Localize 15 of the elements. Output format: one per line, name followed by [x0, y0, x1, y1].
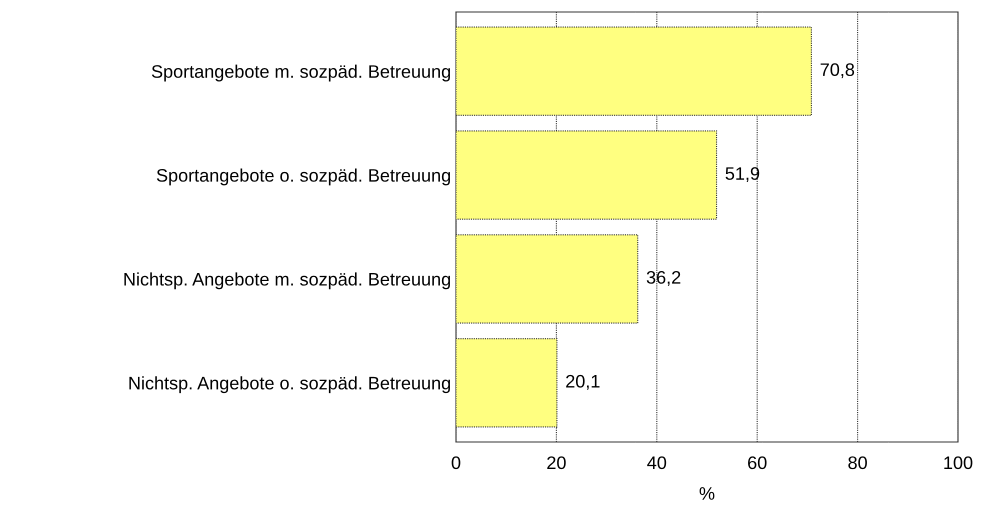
data-label: 70,8: [820, 63, 854, 78]
x-tick-label: 40: [647, 456, 666, 470]
data-label: 36,2: [646, 270, 680, 286]
x-axis-title: %: [700, 487, 714, 500]
y-tick-label: Nichtsp. Angebote m. sozpäd. Betreuung: [124, 272, 450, 290]
x-tick-label: 80: [848, 456, 867, 470]
data-label: 20,1: [566, 374, 600, 390]
y-tick-label: Sportangebote o. sozpäd. Betreuung: [156, 168, 450, 186]
x-tick-label: 0: [452, 456, 460, 470]
x-tick-label: 60: [748, 456, 767, 470]
y-tick-label: Sportangebote m. sozpäd. Betreuung: [152, 64, 450, 82]
data-label: 51,9: [726, 167, 760, 182]
y-tick-label: Nichtsp. Angebote o. sozpäd. Betreuung: [129, 376, 450, 394]
x-tick-label: 20: [547, 456, 566, 470]
x-tick-label: 100: [944, 456, 972, 470]
